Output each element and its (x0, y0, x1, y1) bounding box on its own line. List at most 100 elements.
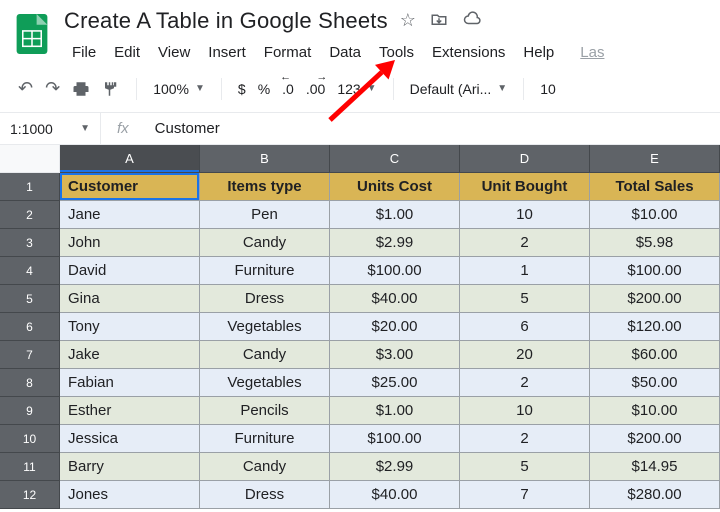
data-cell[interactable]: $40.00 (330, 481, 460, 509)
redo-icon[interactable]: ↷ (45, 78, 60, 99)
row-head[interactable]: 4 (0, 257, 60, 285)
data-cell[interactable]: Jessica (60, 425, 200, 453)
data-cell[interactable]: $200.00 (590, 425, 720, 453)
data-cell[interactable]: $200.00 (590, 285, 720, 313)
header-cell[interactable]: Units Cost (330, 173, 460, 201)
data-cell[interactable]: Jane (60, 201, 200, 229)
data-cell[interactable]: 2 (460, 229, 590, 257)
spreadsheet-grid[interactable]: ABCDE1CustomerItems typeUnits CostUnit B… (0, 145, 720, 509)
data-cell[interactable]: Gina (60, 285, 200, 313)
menu-format[interactable]: Format (256, 40, 320, 65)
data-cell[interactable]: $50.00 (590, 369, 720, 397)
move-icon[interactable] (430, 10, 448, 33)
data-cell[interactable]: $1.00 (330, 201, 460, 229)
data-cell[interactable]: 10 (460, 201, 590, 229)
data-cell[interactable]: 10 (460, 397, 590, 425)
col-head-D[interactable]: D (460, 145, 590, 173)
data-cell[interactable]: $100.00 (330, 257, 460, 285)
data-cell[interactable]: $2.99 (330, 229, 460, 257)
menu-edit[interactable]: Edit (106, 40, 148, 65)
data-cell[interactable]: $2.99 (330, 453, 460, 481)
row-head[interactable]: 11 (0, 453, 60, 481)
percent-button[interactable]: % (258, 81, 270, 97)
data-cell[interactable]: John (60, 229, 200, 257)
data-cell[interactable]: Furniture (200, 425, 330, 453)
menu-view[interactable]: View (150, 40, 198, 65)
data-cell[interactable]: $25.00 (330, 369, 460, 397)
data-cell[interactable]: Pen (200, 201, 330, 229)
data-cell[interactable]: $5.98 (590, 229, 720, 257)
data-cell[interactable]: 1 (460, 257, 590, 285)
data-cell[interactable]: 2 (460, 369, 590, 397)
data-cell[interactable]: 5 (460, 453, 590, 481)
formula-input[interactable]: Customer (145, 120, 720, 137)
data-cell[interactable]: Fabian (60, 369, 200, 397)
font-size-input[interactable]: 10 (540, 81, 556, 97)
row-head[interactable]: 2 (0, 201, 60, 229)
header-cell[interactable]: Customer (60, 173, 200, 201)
data-cell[interactable]: Dress (200, 481, 330, 509)
data-cell[interactable]: Candy (200, 341, 330, 369)
data-cell[interactable]: $1.00 (330, 397, 460, 425)
row-head[interactable]: 3 (0, 229, 60, 257)
col-head-B[interactable]: B (200, 145, 330, 173)
data-cell[interactable]: Candy (200, 229, 330, 257)
font-dropdown[interactable]: Default (Ari...▼ (410, 81, 508, 97)
row-head[interactable]: 12 (0, 481, 60, 509)
print-icon[interactable] (72, 80, 90, 98)
header-cell[interactable]: Unit Bought (460, 173, 590, 201)
increase-decimal-button[interactable]: .00→ (306, 81, 325, 97)
data-cell[interactable]: Barry (60, 453, 200, 481)
row-head[interactable]: 1 (0, 173, 60, 201)
menu-insert[interactable]: Insert (200, 40, 254, 65)
undo-icon[interactable]: ↶ (18, 78, 33, 99)
row-head[interactable]: 6 (0, 313, 60, 341)
data-cell[interactable]: Pencils (200, 397, 330, 425)
row-head[interactable]: 10 (0, 425, 60, 453)
data-cell[interactable]: $100.00 (330, 425, 460, 453)
data-cell[interactable]: 20 (460, 341, 590, 369)
data-cell[interactable]: Vegetables (200, 313, 330, 341)
data-cell[interactable]: $280.00 (590, 481, 720, 509)
data-cell[interactable]: $3.00 (330, 341, 460, 369)
row-head[interactable]: 8 (0, 369, 60, 397)
menu-tools[interactable]: Tools (371, 40, 422, 65)
row-head[interactable]: 7 (0, 341, 60, 369)
data-cell[interactable]: 7 (460, 481, 590, 509)
paint-format-icon[interactable] (102, 80, 120, 98)
data-cell[interactable]: $120.00 (590, 313, 720, 341)
menu-file[interactable]: File (64, 40, 104, 65)
number-format-dropdown[interactable]: 123▼ (337, 81, 376, 97)
data-cell[interactable]: 5 (460, 285, 590, 313)
menu-data[interactable]: Data (321, 40, 369, 65)
data-cell[interactable]: $10.00 (590, 397, 720, 425)
data-cell[interactable]: $14.95 (590, 453, 720, 481)
data-cell[interactable]: Jake (60, 341, 200, 369)
data-cell[interactable]: Candy (200, 453, 330, 481)
data-cell[interactable]: Tony (60, 313, 200, 341)
zoom-dropdown[interactable]: 100%▼ (153, 81, 205, 97)
currency-button[interactable]: $ (238, 81, 246, 97)
cloud-icon[interactable] (462, 10, 482, 33)
data-cell[interactable]: 6 (460, 313, 590, 341)
row-head[interactable]: 9 (0, 397, 60, 425)
data-cell[interactable]: $40.00 (330, 285, 460, 313)
name-box[interactable]: 1:1000▼ (0, 121, 100, 137)
data-cell[interactable]: Dress (200, 285, 330, 313)
data-cell[interactable]: $10.00 (590, 201, 720, 229)
decrease-decimal-button[interactable]: ←.0 (282, 81, 294, 97)
col-head-C[interactable]: C (330, 145, 460, 173)
data-cell[interactable]: $100.00 (590, 257, 720, 285)
menu-extensions[interactable]: Extensions (424, 40, 513, 65)
star-icon[interactable]: ☆ (400, 10, 416, 33)
menu-help[interactable]: Help (515, 40, 562, 65)
select-all-corner[interactable] (0, 145, 60, 173)
menu-last-edit[interactable]: Las (572, 40, 612, 65)
data-cell[interactable]: David (60, 257, 200, 285)
doc-title[interactable]: Create A Table in Google Sheets (64, 8, 388, 34)
col-head-E[interactable]: E (590, 145, 720, 173)
data-cell[interactable]: Jones (60, 481, 200, 509)
row-head[interactable]: 5 (0, 285, 60, 313)
data-cell[interactable]: $20.00 (330, 313, 460, 341)
data-cell[interactable]: Esther (60, 397, 200, 425)
